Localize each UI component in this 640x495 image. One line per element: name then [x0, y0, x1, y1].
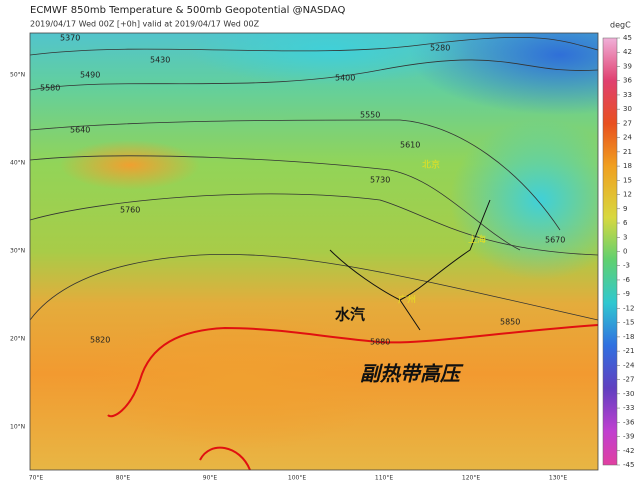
city-label: 北京 [422, 159, 440, 171]
colorbar-label: 33 [623, 91, 632, 99]
lat-label: 30°N [10, 248, 25, 255]
title: ECMWF 850mb Temperature & 500mb Geopoten… [30, 5, 345, 16]
map [30, 33, 598, 470]
colorbar-label: 42 [623, 48, 632, 56]
colorbar-unit: degC [610, 21, 631, 30]
colorbar-label: -21 [623, 347, 634, 355]
contour-label: 5580 [40, 84, 60, 93]
lon-label: 100°E [288, 475, 306, 482]
colorbar-label: -45 [623, 461, 634, 469]
city-label: 上海 [468, 234, 486, 246]
colorbar-label: 45 [623, 34, 632, 42]
contour-label: 5430 [150, 56, 170, 65]
colorbar-label: 9 [623, 205, 627, 213]
lat-label: 10°N [10, 424, 25, 431]
lat-label: 20°N [10, 336, 25, 343]
city-label: 广州 [398, 294, 416, 306]
colorbar-label: -9 [623, 290, 630, 298]
colorbar-label: -6 [623, 276, 631, 284]
contour-label: 5280 [430, 44, 450, 53]
colorbar-label: 3 [623, 233, 627, 241]
lon-label: 80°E [116, 475, 131, 482]
lat-label: 40°N [10, 160, 25, 167]
colorbar-label: 15 [623, 176, 632, 184]
contour-label: 5640 [70, 126, 90, 135]
annotation: 水汽 [335, 306, 365, 324]
colorbar-label: 18 [623, 162, 632, 170]
contour-label: 5610 [400, 141, 420, 150]
colorbar-label: -36 [623, 418, 635, 426]
subtitle: 2019/04/17 Wed 00Z [+0h] valid at 2019/0… [30, 20, 260, 29]
colorbar-label: -12 [623, 304, 634, 312]
colorbar-label: -3 [623, 262, 630, 270]
colorbar-label: -42 [623, 447, 634, 455]
contour-label: 5370 [60, 34, 80, 43]
contour-label: 5670 [545, 236, 565, 245]
colorbar-label: -27 [623, 376, 634, 384]
lon-label: 130°E [549, 475, 567, 482]
colorbar-label: 21 [623, 148, 632, 156]
contour-label: 5760 [120, 206, 140, 215]
colorbar-label: 36 [623, 77, 632, 85]
contour-label: 5490 [80, 71, 100, 80]
lon-label: 120°E [462, 475, 480, 482]
colorbar-label: 12 [623, 191, 632, 199]
colorbar-label: -18 [623, 333, 634, 341]
colorbar-label: 6 [623, 219, 628, 227]
contour-label: 5820 [90, 336, 110, 345]
colorbar-label: 39 [623, 62, 632, 70]
colorbar-label: 24 [623, 134, 632, 142]
annotation: 副热带高压 [360, 362, 464, 386]
contour-label: 5880 [370, 338, 390, 347]
colorbar-label: -33 [623, 404, 634, 412]
colorbar-label: 30 [623, 105, 632, 113]
colorbar-label: -15 [623, 319, 634, 327]
contour-label: 5730 [370, 176, 390, 185]
lon-label: 90°E [203, 475, 218, 482]
colorbar-label: 0 [623, 248, 627, 256]
lat-label: 50°N [10, 72, 25, 79]
contour-label: 5400 [335, 74, 355, 83]
colorbar-label: -30 [623, 390, 634, 398]
colorbar-label: 27 [623, 119, 632, 127]
lon-label: 110°E [375, 475, 393, 482]
contour-label: 5850 [500, 318, 520, 327]
colorbar-label: -39 [623, 433, 634, 441]
contour-label: 5550 [360, 111, 380, 120]
colorbar-label: -24 [623, 361, 635, 369]
lon-label: 70°E [29, 475, 44, 482]
